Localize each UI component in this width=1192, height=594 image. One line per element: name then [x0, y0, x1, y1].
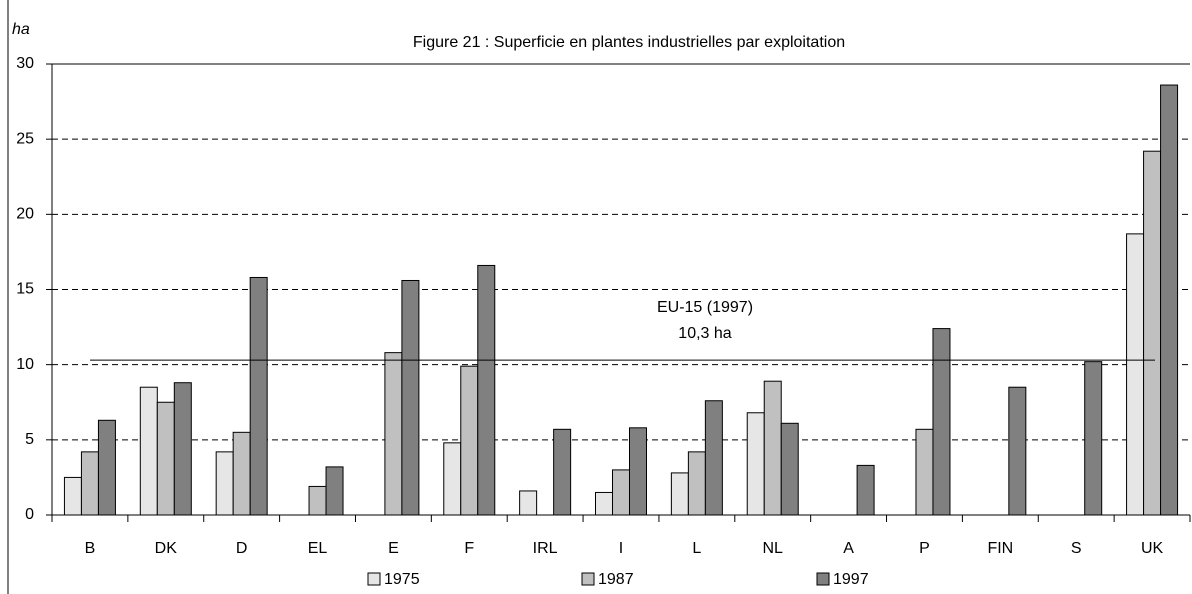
y-tick-label: 20 [16, 206, 34, 223]
bar [1160, 84, 1179, 516]
x-tick-label: S [1071, 540, 1082, 557]
y-tick-label: 15 [16, 281, 34, 298]
reference-label: 10,3 ha [678, 325, 731, 342]
bar [249, 276, 268, 516]
x-tick-label: L [692, 540, 701, 557]
bar [325, 466, 344, 516]
bar [1008, 386, 1027, 516]
bar [443, 442, 462, 516]
bar [477, 264, 496, 516]
reference-label: EU-15 (1997) [657, 299, 753, 316]
legend-swatch [581, 572, 595, 586]
bar [156, 401, 175, 516]
x-tick-label: NL [763, 540, 784, 557]
y-axis-label: ha [12, 21, 30, 38]
bar [1126, 233, 1145, 516]
legend-label: 1975 [384, 571, 420, 588]
x-tick-label: EL [308, 540, 328, 557]
bar [704, 400, 723, 516]
y-tick-label: 0 [25, 506, 34, 523]
x-tick-label: IRL [533, 540, 558, 557]
bar [173, 382, 192, 516]
bar [746, 412, 765, 516]
x-tick-label: D [236, 540, 248, 557]
x-tick-label: P [919, 540, 930, 557]
bar [80, 451, 99, 516]
y-tick-label: 30 [16, 55, 34, 72]
bar [460, 365, 479, 516]
bar [97, 419, 116, 516]
bar [401, 279, 420, 516]
legend-swatch [816, 572, 830, 586]
bar [670, 472, 689, 516]
bar [612, 469, 630, 516]
legend-swatch [367, 572, 381, 586]
bar [687, 451, 706, 516]
bar [215, 451, 234, 516]
x-tick-label: I [619, 540, 623, 557]
x-tick-label: DK [155, 540, 178, 557]
y-tick-label: 25 [16, 130, 34, 147]
bar [384, 352, 403, 516]
x-tick-label: E [388, 540, 399, 557]
y-tick-label: 10 [16, 356, 34, 373]
bar [232, 431, 251, 516]
bar [856, 464, 875, 516]
bar [915, 428, 934, 516]
x-tick-label: B [85, 540, 96, 557]
x-tick-label: FIN [987, 540, 1013, 557]
chart-title: Figure 21 : Superficie en plantes indust… [413, 34, 845, 51]
bar [629, 427, 647, 516]
bar [780, 422, 799, 516]
bar [63, 476, 82, 516]
bar [1084, 361, 1103, 516]
legend-label: 1997 [833, 571, 869, 588]
x-tick-label: A [843, 540, 854, 557]
bar [1143, 150, 1162, 516]
x-tick-label: UK [1141, 540, 1164, 557]
bar [932, 328, 951, 516]
bar [139, 386, 158, 516]
y-tick-label: 5 [25, 431, 34, 448]
bar [519, 490, 538, 516]
bar [553, 428, 572, 516]
x-tick-label: F [464, 540, 474, 557]
legend-label: 1987 [598, 571, 634, 588]
bar [308, 485, 327, 516]
bar [763, 380, 782, 516]
bar [595, 491, 613, 516]
